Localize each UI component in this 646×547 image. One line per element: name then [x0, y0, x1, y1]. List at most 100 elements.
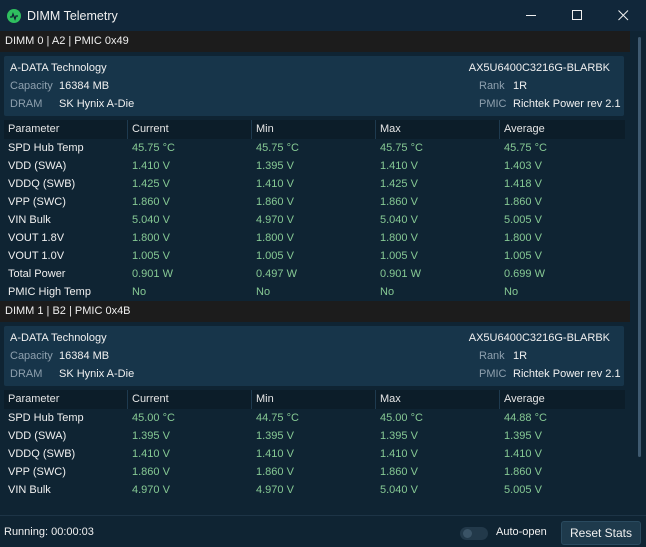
dram-label: DRAM	[10, 368, 43, 380]
minimize-button[interactable]	[508, 0, 554, 31]
column-header[interactable]: Min	[252, 120, 376, 139]
table-cell: 1.425 V	[380, 178, 418, 190]
parameter-name: VIN Bulk	[8, 214, 51, 226]
table-row: VIN Bulk 4.970 V 4.970 V 5.040 V 5.005 V	[4, 481, 625, 499]
table-cell: 5.005 V	[504, 484, 542, 496]
dimm-list[interactable]: DIMM 0 | A2 | PMIC 0x49 A-DATA Technolog…	[0, 31, 634, 515]
parameter-name: VOUT 1.8V	[8, 232, 65, 244]
pmic-value: Richtek Power rev 2.1	[513, 368, 621, 380]
parameter-name: SPD Hub Temp	[8, 142, 84, 154]
table-cell: No	[256, 286, 271, 298]
capacity-label: Capacity	[10, 350, 53, 362]
toggle-knob	[463, 529, 472, 538]
parameter-name: VDDQ (SWB)	[8, 178, 76, 190]
table-cell: 5.005 V	[504, 214, 542, 226]
table-cell: 1.410 V	[504, 448, 542, 460]
table-cell: 1.410 V	[256, 178, 294, 190]
pmic-value: Richtek Power rev 2.1	[513, 98, 621, 110]
vertical-scrollbar[interactable]	[634, 31, 646, 515]
running-timer: Running: 00:00:03	[4, 526, 94, 538]
table-cell: No	[504, 286, 519, 298]
dimm-block: DIMM 1 | B2 | PMIC 0x4B A-DATA Technolog…	[0, 301, 634, 499]
table-row: VOUT 1.0V 1.005 V 1.005 V 1.005 V 1.005 V	[4, 247, 625, 265]
table-row: VIN Bulk 5.040 V 4.970 V 5.040 V 5.005 V	[4, 211, 625, 229]
table-cell: No	[380, 286, 395, 298]
table-cell: 1.425 V	[132, 178, 170, 190]
table-row: VPP (SWC) 1.860 V 1.860 V 1.860 V 1.860 V	[4, 463, 625, 481]
table-row: VDD (SWA) 1.395 V 1.395 V 1.395 V 1.395 V	[4, 427, 625, 445]
table-cell: 1.800 V	[256, 232, 294, 244]
table-row: VDD (SWA) 1.410 V 1.395 V 1.410 V 1.403 V	[4, 157, 625, 175]
reset-stats-button[interactable]: Reset Stats	[561, 521, 641, 545]
table-cell: 1.410 V	[256, 448, 294, 460]
table-cell: 45.00 °C	[380, 412, 423, 424]
column-header[interactable]: Parameter	[4, 390, 128, 409]
column-header[interactable]: Average	[504, 123, 545, 135]
table-cell: 1.395 V	[132, 430, 170, 442]
column-header[interactable]: Average	[504, 393, 545, 405]
table-cell: 5.040 V	[132, 214, 170, 226]
window-title: DIMM Telemetry	[27, 8, 118, 23]
table-row: Total Power 0.901 W 0.497 W 0.901 W 0.699 W	[4, 265, 625, 283]
dram-value: SK Hynix A-Die	[59, 368, 135, 380]
pmic-label: PMIC	[479, 368, 507, 380]
table-cell: 5.040 V	[380, 214, 418, 226]
table-cell: 0.699 W	[504, 268, 545, 280]
parameter-name: VOUT 1.0V	[8, 250, 65, 262]
close-icon	[617, 10, 629, 21]
table-cell: 1.860 V	[132, 196, 170, 208]
table-cell: 1.403 V	[504, 160, 542, 172]
table-cell: 1.395 V	[380, 430, 418, 442]
table-cell: 1.410 V	[132, 448, 170, 460]
table-cell: 4.970 V	[256, 484, 294, 496]
dimm-header: DIMM 1 | B2 | PMIC 0x4B	[0, 301, 630, 322]
status-bar: Running: 00:00:03 Auto-open Reset Stats	[0, 515, 646, 547]
title-bar: DIMM Telemetry	[0, 0, 646, 31]
column-header[interactable]: Current	[128, 390, 252, 409]
maximize-button[interactable]	[554, 0, 600, 31]
table-cell: 1.005 V	[504, 250, 542, 262]
app-logo-icon	[7, 8, 21, 23]
table-cell: 45.75 °C	[380, 142, 423, 154]
table-cell: 1.005 V	[380, 250, 418, 262]
scrollbar-thumb[interactable]	[638, 37, 641, 457]
column-header[interactable]: Current	[128, 120, 252, 139]
maximize-icon	[571, 10, 583, 21]
parameter-name: VIN Bulk	[8, 484, 51, 496]
column-header[interactable]: Min	[252, 390, 376, 409]
rank-label: Rank	[479, 80, 505, 92]
table-cell: 0.901 W	[380, 268, 421, 280]
telemetry-table: Parameter Current Min Max Average SPD Hub Tem…	[4, 120, 625, 301]
column-header[interactable]: Max	[376, 120, 500, 139]
column-header[interactable]: Max	[376, 390, 500, 409]
table-header: Parameter Current Min Max Average	[4, 120, 625, 139]
table-cell: 1.860 V	[380, 466, 418, 478]
column-header[interactable]: Parameter	[4, 120, 128, 139]
dimm-header: DIMM 0 | A2 | PMIC 0x49	[0, 31, 630, 52]
table-cell: 1.418 V	[504, 178, 542, 190]
parameter-name: VPP (SWC)	[8, 196, 66, 208]
table-cell: 0.497 W	[256, 268, 297, 280]
table-row: PMIC High Temp No No No No	[4, 283, 625, 301]
close-button[interactable]	[600, 0, 646, 31]
telemetry-table: Parameter Current Min Max Average SPD Hub Tem…	[4, 390, 625, 499]
table-cell: 0.901 W	[132, 268, 173, 280]
table-cell: 1.800 V	[132, 232, 170, 244]
table-cell: 44.88 °C	[504, 412, 547, 424]
parameter-name: Total Power	[8, 268, 66, 280]
auto-open-toggle[interactable]	[460, 527, 488, 540]
part-number: AX5U6400C3216G-BLARBK	[468, 62, 610, 74]
table-row: VPP (SWC) 1.860 V 1.860 V 1.860 V 1.860 V	[4, 193, 625, 211]
table-cell: 45.75 °C	[132, 142, 175, 154]
table-cell: 1.860 V	[256, 466, 294, 478]
module-info-card: A-DATA Technology AX5U6400C3216G-BLARBK …	[4, 326, 624, 386]
table-cell: 1.860 V	[380, 196, 418, 208]
minimize-icon	[525, 10, 537, 21]
auto-open-label: Auto-open	[496, 526, 547, 538]
manufacturer: A-DATA Technology	[10, 332, 107, 344]
parameter-name: VDDQ (SWB)	[8, 448, 76, 460]
table-row: VDDQ (SWB) 1.410 V 1.410 V 1.410 V 1.410 V	[4, 445, 625, 463]
table-cell: 1.860 V	[504, 196, 542, 208]
manufacturer: A-DATA Technology	[10, 62, 107, 74]
table-cell: 1.395 V	[256, 430, 294, 442]
